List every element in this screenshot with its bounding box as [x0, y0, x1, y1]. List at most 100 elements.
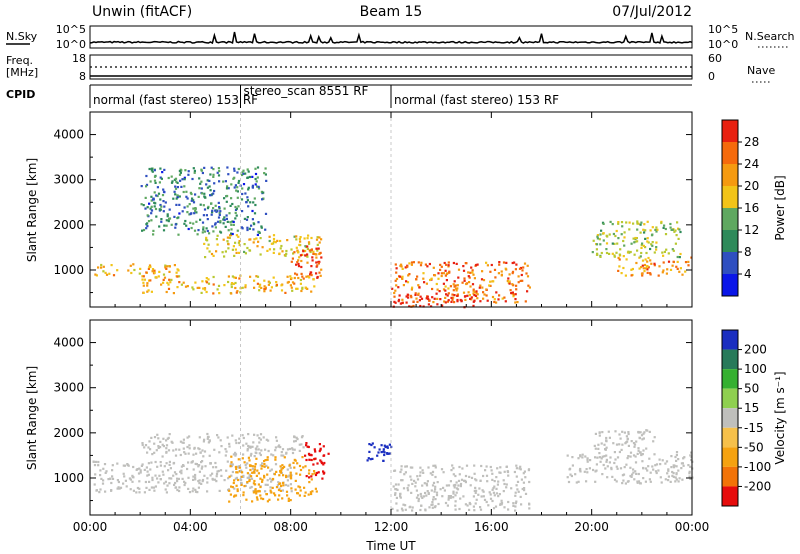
data-cell: [681, 462, 684, 465]
data-cell: [681, 273, 684, 276]
data-cell: [212, 254, 215, 257]
data-cell: [173, 264, 176, 267]
data-cell: [486, 264, 489, 267]
data-cell: [501, 297, 504, 300]
data-cell: [249, 275, 252, 278]
data-cell: [646, 220, 649, 223]
data-cell: [206, 247, 209, 250]
data-cell: [672, 475, 675, 478]
data-cell: [456, 284, 459, 287]
data-cell: [481, 286, 484, 289]
data-cell: [172, 474, 175, 477]
data-cell: [165, 451, 168, 454]
data-cell: [165, 290, 168, 294]
data-cell: [204, 196, 207, 199]
data-cell: [141, 275, 144, 278]
data-cell: [508, 282, 511, 285]
data-cell: [231, 202, 234, 206]
data-cell: [166, 265, 169, 268]
data-region-early-low-band: [94, 263, 180, 277]
velocity-colorbar-cells: [722, 330, 738, 506]
data-cell: [253, 468, 256, 471]
data-cell: [236, 488, 239, 491]
data-cell: [436, 481, 439, 484]
data-cell: [251, 218, 254, 221]
data-cell: [514, 268, 517, 271]
data-cell: [253, 223, 256, 226]
velocity-colorbar-label: Velocity [m s⁻¹]: [773, 371, 787, 464]
data-cell: [516, 480, 520, 483]
data-cell: [684, 270, 687, 273]
data-cell: [274, 463, 278, 466]
data-cell: [272, 234, 276, 237]
data-cell: [216, 434, 219, 437]
data-cell: [200, 169, 203, 172]
data-cell: [658, 265, 661, 268]
data-cell: [250, 477, 254, 480]
data-cell: [166, 281, 169, 284]
data-cell: [180, 283, 183, 286]
data-cell: [650, 243, 653, 246]
data-cell: [406, 265, 409, 268]
data-cell: [672, 249, 675, 252]
data-cell: [482, 297, 485, 300]
data-cell: [117, 480, 120, 484]
data-cell: [200, 467, 203, 470]
data-cell: [523, 470, 526, 473]
data-cell: [246, 176, 249, 179]
data-cell: [524, 492, 528, 495]
data-cell: [216, 171, 219, 174]
data-cell: [143, 446, 146, 449]
data-cell: [505, 261, 508, 264]
data-cell: [672, 260, 675, 263]
data-cell: [286, 494, 289, 497]
data-cell: [368, 450, 371, 453]
data-cell: [154, 474, 157, 477]
data-cell: [586, 471, 589, 474]
data-cell: [215, 472, 219, 475]
data-cell: [258, 490, 261, 493]
data-cell: [393, 300, 396, 303]
data-cell: [653, 453, 656, 456]
data-cell: [459, 298, 462, 302]
data-cell: [282, 481, 285, 485]
data-cell: [592, 239, 595, 242]
data-cell: [415, 297, 418, 300]
data-cell: [625, 463, 628, 466]
data-cell: [271, 478, 275, 481]
data-cell: [308, 276, 311, 279]
data-cell: [322, 454, 325, 457]
data-cell: [579, 455, 582, 458]
data-cell: [280, 484, 283, 487]
data-cell: [255, 457, 258, 460]
data-cell: [162, 278, 165, 281]
y-tick-label: 3000: [53, 173, 84, 187]
data-cell: [185, 190, 188, 193]
data-cell: [445, 272, 448, 276]
data-cell: [436, 288, 439, 291]
data-cell: [419, 466, 422, 469]
data-cell: [202, 440, 205, 443]
data-cell: [586, 458, 589, 461]
data-cell: [108, 272, 111, 275]
data-cell: [604, 467, 607, 470]
data-cell: [269, 486, 272, 489]
data-cell: [467, 291, 470, 294]
data-cell: [310, 290, 313, 293]
data-cell: [409, 294, 413, 297]
data-cell: [394, 488, 397, 491]
data-cell: [173, 215, 176, 218]
data-cell: [514, 301, 517, 304]
data-cell: [516, 301, 519, 304]
data-cell: [444, 269, 447, 272]
data-cell: [657, 469, 660, 472]
cpid-segment-label: stereo_scan 8551 RF: [244, 84, 369, 98]
data-cell: [257, 490, 260, 493]
data-cell: [230, 282, 234, 285]
data-cell: [296, 438, 299, 441]
data-cell: [234, 208, 238, 211]
data-cell: [146, 451, 149, 454]
data-cell: [641, 264, 644, 267]
data-cell: [447, 495, 450, 498]
data-cell: [294, 459, 297, 462]
